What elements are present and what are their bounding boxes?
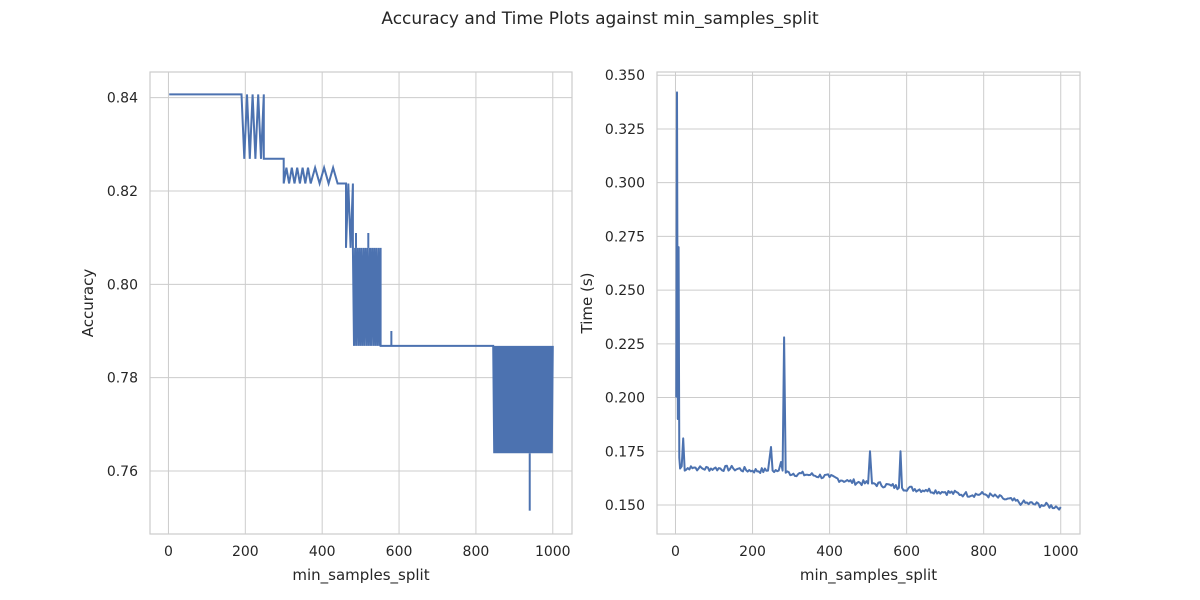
y-tick-label: 0.80 xyxy=(107,277,138,293)
x-tick-label: 600 xyxy=(386,544,413,560)
x-tick-label: 0 xyxy=(164,544,173,560)
chart-1: 0 200 400 600 800 1000 0.76 0.78 0.80 0.82 0.84 min… xyxy=(79,71,573,585)
accuracy-line xyxy=(169,93,554,454)
x-axis-label: min_samples_split xyxy=(292,566,429,585)
x-tick-label: 200 xyxy=(232,544,259,560)
x-tick-label: 1000 xyxy=(1043,544,1079,560)
y-axis-label: Accuracy xyxy=(79,269,97,338)
y-tick-label: 0.275 xyxy=(605,229,645,245)
y-tick-label: 0.200 xyxy=(605,391,645,407)
axes-frame xyxy=(656,71,1081,535)
x-tick-label: 0 xyxy=(671,544,680,560)
y-tick-label: 0.250 xyxy=(605,283,645,299)
axes-frame xyxy=(149,71,573,535)
y-tick-label: 0.76 xyxy=(107,464,138,480)
y-tick-label: 0.150 xyxy=(605,498,645,514)
x-axis-label: min_samples_split xyxy=(800,566,937,585)
x-tick-label: 400 xyxy=(309,544,336,560)
x-tick-label: 1000 xyxy=(535,544,571,560)
y-tick-label: 0.175 xyxy=(605,444,645,460)
x-tick-label: 800 xyxy=(970,544,997,560)
y-tick-label: 0.78 xyxy=(107,371,138,387)
y-tick-label: 0.325 xyxy=(605,122,645,138)
y-tick-label: 0.350 xyxy=(605,68,645,84)
y-tick-label: 0.300 xyxy=(605,176,645,192)
x-tick-label: 600 xyxy=(893,544,920,560)
y-tick-label: 0.82 xyxy=(107,184,138,200)
x-tick-label: 800 xyxy=(463,544,490,560)
y-axis-label: Time (s) xyxy=(578,273,596,335)
figure-title: Accuracy and Time Plots against min_samp… xyxy=(381,9,819,29)
chart-2: 0 200 400 600 800 1000 0.150 0.175 0.200 0.225 0.2… xyxy=(578,68,1081,585)
y-tick-label: 0.225 xyxy=(605,337,645,353)
x-tick-label: 400 xyxy=(816,544,843,560)
time-line xyxy=(675,91,1062,511)
y-tick-label: 0.84 xyxy=(107,91,138,107)
x-tick-label: 200 xyxy=(739,544,766,560)
